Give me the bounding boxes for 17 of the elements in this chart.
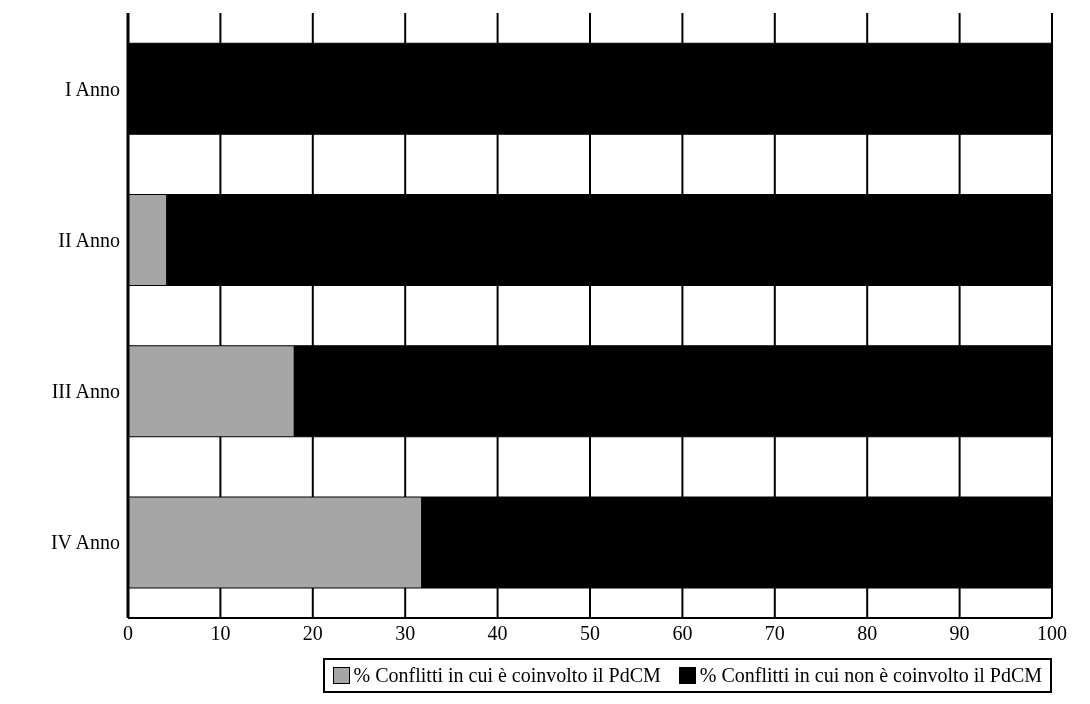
x-tick-label: 10 [210, 622, 231, 645]
y-tick-label: III Anno [51, 380, 120, 403]
x-tick-label: 50 [580, 622, 600, 645]
y-tick-label: I Anno [65, 77, 120, 100]
y-tick-label: II Anno [58, 228, 120, 251]
x-tick-label: 20 [302, 622, 323, 645]
x-tick-label: 90 [949, 622, 970, 645]
x-tick-label: 100 [1037, 622, 1067, 645]
x-tick-label: 80 [857, 622, 878, 645]
y-tick-label: IV Anno [50, 531, 120, 554]
x-tick-label: 0 [123, 622, 133, 645]
x-tick-label: 30 [395, 622, 416, 645]
x-tick-label: 70 [764, 622, 785, 645]
x-tick-label: 40 [487, 622, 508, 645]
x-tick-label: 60 [672, 622, 693, 645]
legend-label: % Conflitti in cui è coinvolto il PdCM [353, 664, 661, 687]
legend-label: % Conflitti in cui non è coinvolto il PdCM [699, 664, 1042, 687]
